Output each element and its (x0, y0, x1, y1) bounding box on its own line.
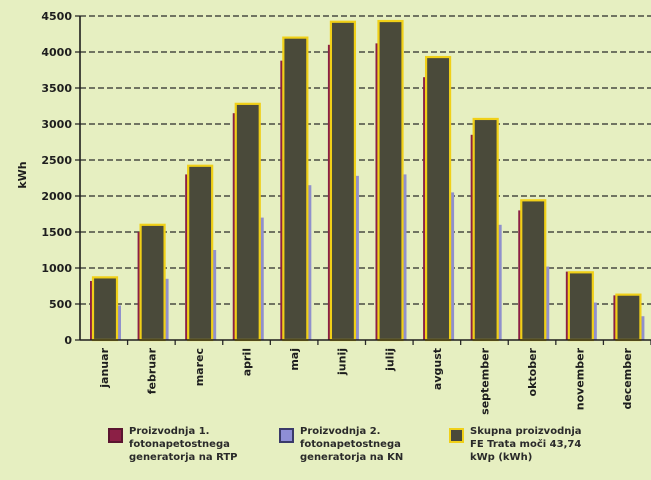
bar-total (234, 102, 261, 342)
x-tick-labels: januar februar marec april maj junij julij avgu… (98, 347, 634, 414)
bar-total (91, 276, 119, 342)
x-tick-label: januar (98, 347, 111, 388)
x-tick-label: april (241, 348, 254, 376)
x-tick-label: julij (383, 348, 396, 372)
x-tick-label: oktober (526, 347, 539, 396)
y-axis-label: kWh (16, 161, 29, 188)
legend-item-rtp: Proizvodnja 1. fotonapetostnega generato… (108, 425, 238, 464)
bar-total (139, 223, 166, 342)
legend-item-total: Skupna proizvodnja FE Trata moči 43,74 k… (449, 425, 582, 464)
legend-swatch-total (449, 428, 464, 443)
legend-swatch-rtp (108, 428, 123, 443)
bar-total (567, 271, 594, 342)
legend-swatch-kn (279, 428, 294, 443)
axes (75, 15, 651, 345)
bar-total (377, 19, 404, 342)
x-tick-label: december (621, 347, 634, 409)
gridlines (80, 15, 651, 305)
legend-label-kn: Proizvodnja 2. fotonapetostnega generato… (300, 426, 404, 463)
bar-total (472, 117, 499, 342)
bar-total (424, 55, 452, 342)
x-tick-label: avgust (431, 348, 444, 390)
y-tick-label: 2500 (41, 154, 72, 167)
y-tick-label: 0 (64, 334, 72, 347)
y-tick-label: 3500 (41, 82, 72, 95)
bars (90, 19, 645, 342)
y-tick-label: 2000 (41, 190, 72, 203)
legend-label-rtp: Proizvodnja 1. fotonapetostnega generato… (129, 426, 238, 463)
bar-total (520, 199, 547, 342)
y-tick-label: 3000 (41, 118, 72, 131)
y-tick-labels: 0 500 1000 1500 2000 2500 3000 3500 4000 4500 (41, 10, 72, 347)
bar-total (282, 36, 309, 342)
bar-chart: 0 500 1000 1500 2000 2500 3000 3500 4000 4500 jan… (16, 10, 651, 415)
y-tick-label: 500 (49, 298, 72, 311)
y-tick-label: 1000 (41, 262, 72, 275)
x-tick-label: september (478, 347, 491, 414)
y-tick-label: 4500 (41, 10, 72, 23)
legend-item-kn: Proizvodnja 2. fotonapetostnega generato… (279, 425, 403, 464)
x-tick-label: februar (145, 347, 158, 394)
bar-total (329, 20, 357, 342)
bar-total (187, 164, 214, 342)
legend: Proizvodnja 1. fotonapetostnega generato… (0, 425, 651, 480)
legend-label-total: Skupna proizvodnja FE Trata moči 43,74 k… (470, 426, 582, 463)
x-tick-label: marec (193, 348, 206, 386)
bar-total (615, 293, 642, 342)
y-tick-label: 1500 (41, 226, 72, 239)
x-tick-label: maj (288, 348, 301, 371)
y-tick-label: 4000 (41, 46, 72, 59)
x-tick-label: november (574, 347, 587, 410)
x-tick-label: junij (336, 348, 349, 376)
